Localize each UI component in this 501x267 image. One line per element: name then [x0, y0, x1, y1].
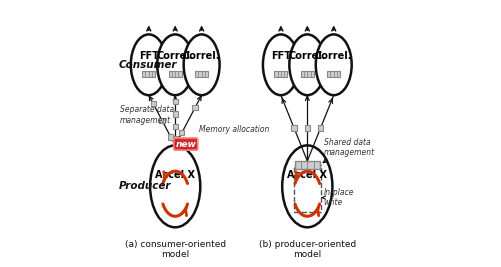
Text: Correl.: Correl.	[183, 51, 220, 61]
FancyBboxPatch shape	[295, 161, 320, 169]
Text: Separate data
management: Separate data management	[120, 105, 174, 125]
FancyBboxPatch shape	[195, 71, 208, 77]
FancyBboxPatch shape	[142, 71, 155, 77]
Text: Shared data
management: Shared data management	[324, 138, 375, 157]
Text: Accel X: Accel X	[155, 170, 195, 180]
FancyBboxPatch shape	[318, 125, 323, 131]
FancyBboxPatch shape	[172, 136, 178, 142]
FancyBboxPatch shape	[172, 111, 178, 117]
FancyBboxPatch shape	[327, 71, 340, 77]
Text: new: new	[175, 140, 196, 148]
FancyBboxPatch shape	[305, 125, 310, 131]
Text: FFT: FFT	[139, 51, 159, 61]
Ellipse shape	[282, 146, 332, 227]
FancyBboxPatch shape	[179, 130, 184, 135]
FancyBboxPatch shape	[172, 99, 178, 104]
FancyBboxPatch shape	[192, 105, 198, 110]
FancyBboxPatch shape	[172, 124, 178, 129]
Text: Accel X: Accel X	[287, 170, 327, 180]
FancyBboxPatch shape	[292, 125, 297, 131]
Text: In-place
write: In-place write	[324, 188, 354, 207]
FancyBboxPatch shape	[168, 134, 173, 140]
FancyBboxPatch shape	[159, 118, 165, 123]
Text: Memory allocation: Memory allocation	[199, 124, 270, 134]
FancyBboxPatch shape	[301, 71, 314, 77]
Ellipse shape	[157, 34, 193, 95]
Ellipse shape	[316, 34, 352, 95]
FancyBboxPatch shape	[169, 71, 182, 77]
Text: Consumer: Consumer	[119, 60, 177, 70]
Ellipse shape	[263, 34, 299, 95]
Text: Correl.: Correl.	[289, 51, 326, 61]
Text: FFT: FFT	[271, 51, 291, 61]
Ellipse shape	[184, 34, 219, 95]
Ellipse shape	[150, 146, 200, 227]
Text: (a) consumer-oriented
model: (a) consumer-oriented model	[125, 239, 226, 259]
Text: Producer: Producer	[119, 181, 171, 191]
Text: (b) producer-oriented
model: (b) producer-oriented model	[259, 239, 356, 259]
Ellipse shape	[131, 34, 167, 95]
Text: Correl.: Correl.	[315, 51, 353, 61]
Ellipse shape	[290, 34, 325, 95]
FancyBboxPatch shape	[274, 71, 288, 77]
Text: Correl.: Correl.	[156, 51, 194, 61]
FancyBboxPatch shape	[150, 101, 156, 106]
